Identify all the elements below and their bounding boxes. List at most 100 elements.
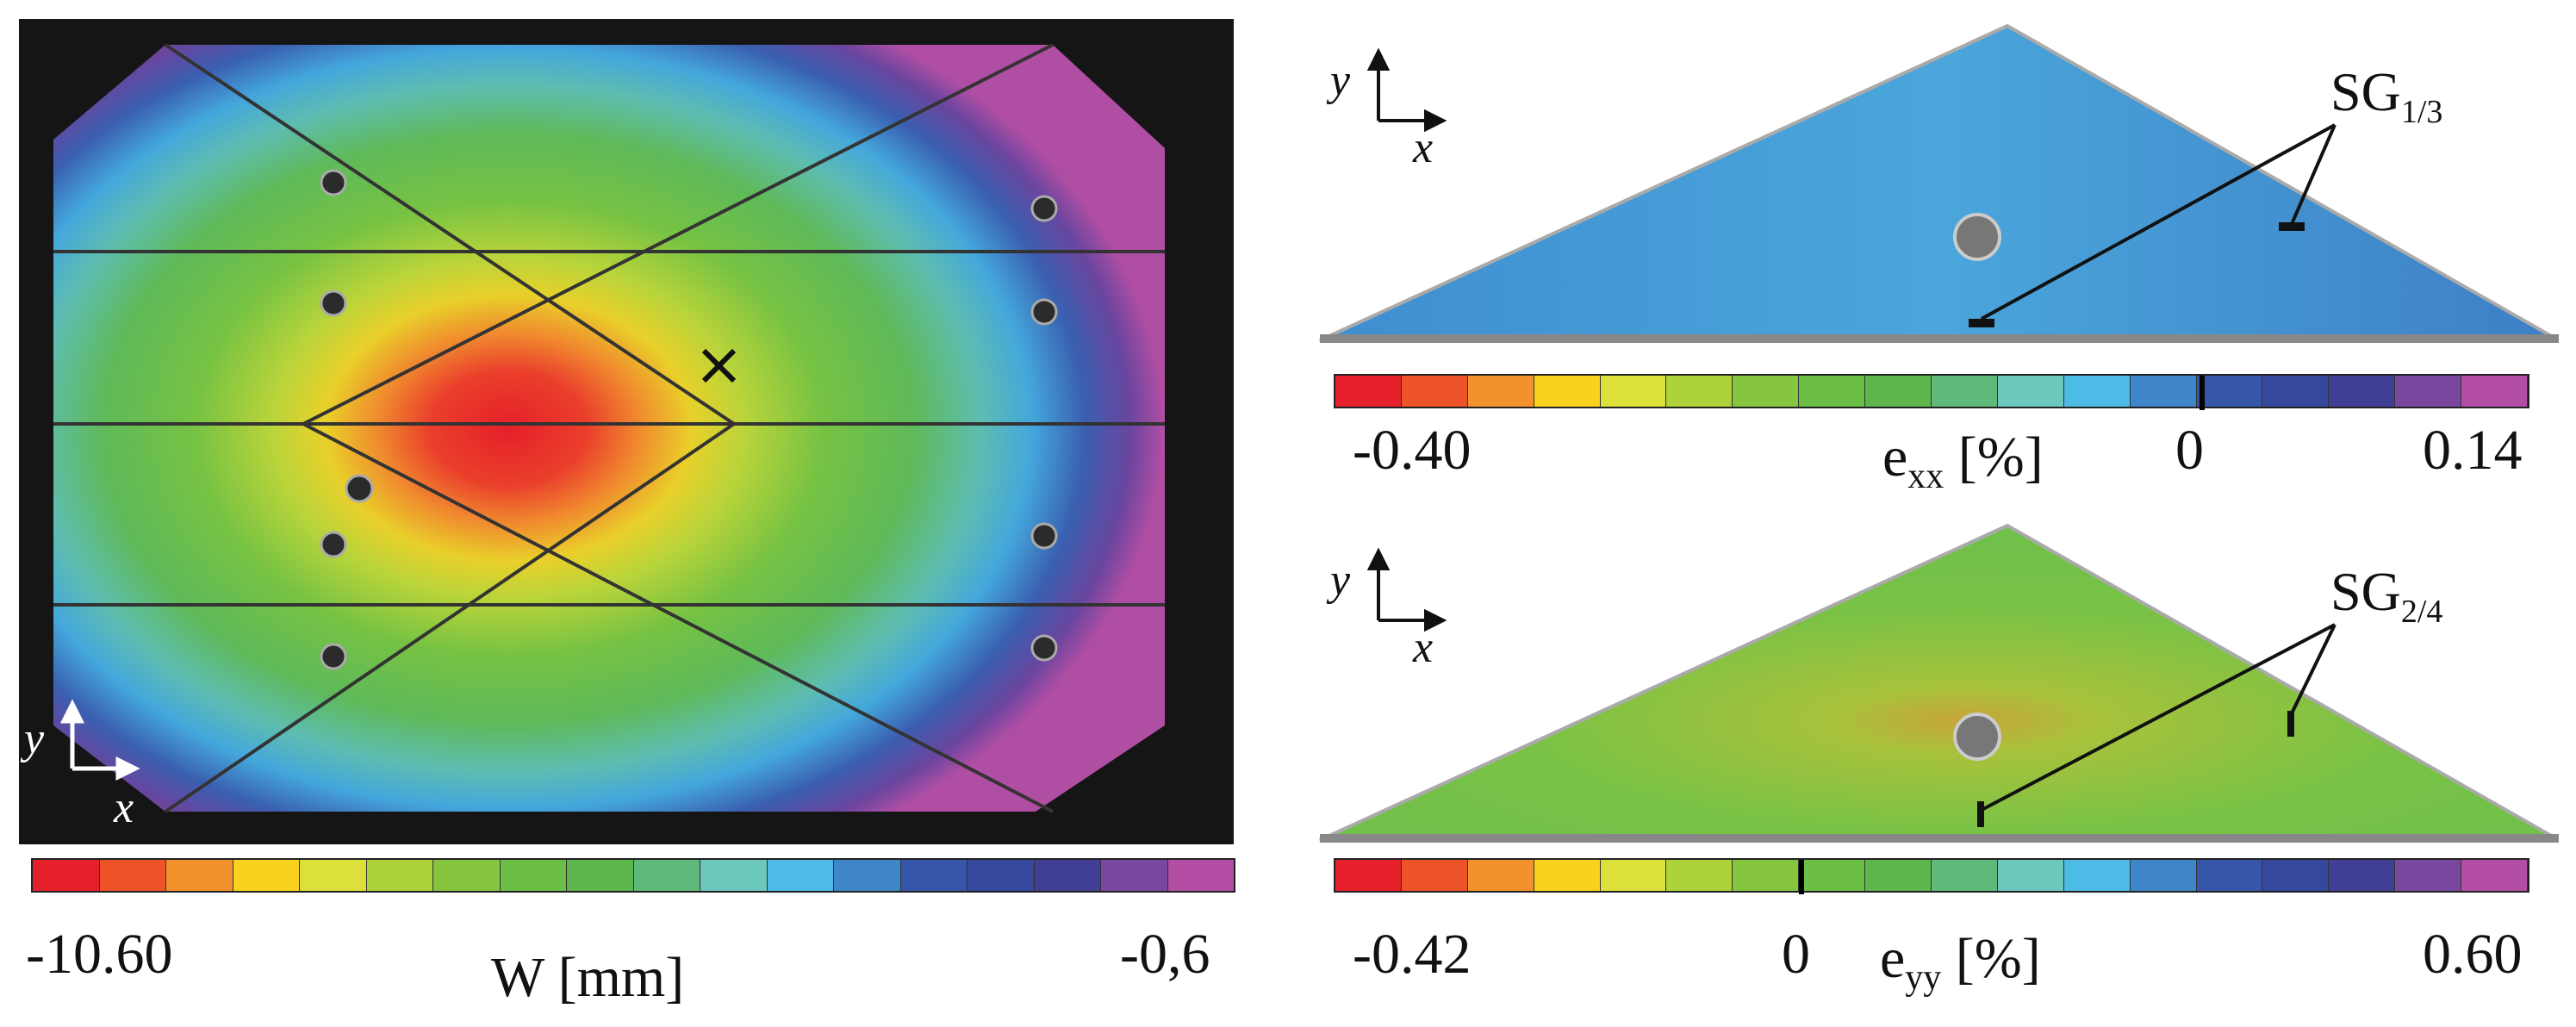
sg-label-xx: SG1/3 xyxy=(2330,61,2443,130)
sg-leader-lines-xx xyxy=(1981,123,2336,321)
axis-x-label-yy: x xyxy=(1413,623,1434,672)
bolt-hole-yy xyxy=(1953,713,2001,761)
colorbar-segment xyxy=(1335,376,1402,407)
colorbar-segment xyxy=(700,860,768,891)
strain-yy-colorbar-min: -0.42 xyxy=(1353,923,1472,986)
colorbar-segment xyxy=(1467,860,1534,891)
strain-yy-quantity-label: eyy [%] xyxy=(1880,927,2041,998)
colorbar-segment xyxy=(233,860,300,891)
colorbar-segment xyxy=(366,860,433,891)
colorbar-segment xyxy=(166,860,233,891)
colorbar-segment xyxy=(2262,376,2330,407)
colorbar-segment xyxy=(1167,860,1234,891)
deflection-quantity-label: W [mm] xyxy=(491,946,685,1009)
strain-xx-zero-tick xyxy=(2200,376,2205,410)
colorbar-segment xyxy=(1865,376,1932,407)
colorbar-segment xyxy=(968,860,1035,891)
strain-gauge-4-yy xyxy=(2287,711,2294,737)
colorbar-segment xyxy=(2063,860,2131,891)
strain-xx-quantity-label: exx [%] xyxy=(1882,426,2044,496)
deflection-colorbar-min: -10.60 xyxy=(26,923,173,986)
strain-gauge-3-xx xyxy=(2279,222,2305,231)
colorbar-segment xyxy=(300,860,367,891)
colorbar-segment xyxy=(1467,376,1534,407)
specimen-base-xx xyxy=(1320,334,2559,343)
colorbar-segment xyxy=(500,860,567,891)
deflection-contour-plate xyxy=(53,45,1165,812)
strain-gauge-2-yy xyxy=(1977,801,1984,827)
axis-triad-left xyxy=(59,699,140,781)
colorbar-segment xyxy=(1335,860,1402,891)
colorbar-segment xyxy=(433,860,501,891)
colorbar-segment xyxy=(1997,376,2064,407)
deflection-field-svg xyxy=(19,19,1234,844)
strain-yy-zero-tick xyxy=(1799,860,1804,894)
strain-yy-colorbar-mid: 0 xyxy=(1782,923,1810,986)
colorbar-segment xyxy=(1534,376,1601,407)
specimen-base-yy xyxy=(1320,834,2559,843)
colorbar-segment xyxy=(2395,376,2462,407)
strain-yy-svg xyxy=(1319,523,2559,843)
colorbar-segment xyxy=(1600,860,1667,891)
colorbar-segment xyxy=(1733,860,1800,891)
colorbar-segment xyxy=(1799,860,1866,891)
colorbar-segment xyxy=(1997,860,2064,891)
colorbar-segment xyxy=(1600,376,1667,407)
colorbar-segment xyxy=(33,860,100,891)
colorbar-segment xyxy=(1401,376,1468,407)
axis-triad-yy xyxy=(1366,547,1447,632)
axis-x-label-xx: x xyxy=(1413,123,1434,172)
colorbar-segment xyxy=(2196,860,2263,891)
colorbar-segment xyxy=(2329,376,2396,407)
strain-yy-panel: y x SG2/4 xyxy=(1318,517,2559,853)
colorbar-segment xyxy=(2461,376,2529,407)
colorbar-segment xyxy=(2262,860,2330,891)
axis-y-label-left: y xyxy=(24,714,45,763)
deflection-field-image: y x xyxy=(19,19,1234,844)
colorbar-segment xyxy=(99,860,166,891)
strain-yy-colorbar xyxy=(1334,858,2529,894)
strain-yy-colorbar-max: 0.60 xyxy=(2423,923,2523,986)
colorbar-segment xyxy=(1034,860,1101,891)
strain-xx-colorbar xyxy=(1334,374,2529,410)
colorbar-segment xyxy=(1101,860,1168,891)
colorbar-segment xyxy=(2329,860,2396,891)
strain-gauge-1-xx xyxy=(1969,319,1994,327)
bolt-hole-xx xyxy=(1953,213,2001,261)
colorbar-segment xyxy=(2395,860,2462,891)
colorbar-segment xyxy=(2130,860,2197,891)
colorbar-segment xyxy=(2461,860,2529,891)
colorbar-segment xyxy=(1666,860,1733,891)
colorbar-segment xyxy=(1932,376,1998,407)
sg-leader-lines-yy xyxy=(1981,623,2336,812)
colorbar-segment xyxy=(767,860,834,891)
max-deflection-marker xyxy=(701,348,737,383)
colorbar-segment xyxy=(1799,376,1866,407)
axis-x-label-left: x xyxy=(114,783,134,832)
colorbar-segment xyxy=(834,860,901,891)
fold-lines xyxy=(53,43,1165,813)
colorbar-segment xyxy=(567,860,634,891)
strain-xx-svg xyxy=(1319,23,2559,343)
colorbar-segment xyxy=(1401,860,1468,891)
colorbar-segment xyxy=(1733,376,1800,407)
sg-label-yy: SG2/4 xyxy=(2330,561,2443,630)
colorbar-segment xyxy=(900,860,968,891)
colorbar-segment xyxy=(633,860,700,891)
colorbar-segment xyxy=(1534,860,1601,891)
axis-y-label-yy: y xyxy=(1330,556,1351,605)
strain-xx-panel: y x SG1/3 xyxy=(1318,17,2559,353)
strain-xx-colorbar-min: -0.40 xyxy=(1353,419,1472,482)
deflection-colorbar xyxy=(31,858,1235,893)
strain-xx-colorbar-mid: 0 xyxy=(2175,419,2204,482)
colorbar-segment xyxy=(2196,376,2263,407)
axis-y-label-xx: y xyxy=(1330,56,1351,105)
strain-xx-colorbar-max: 0.14 xyxy=(2423,419,2523,482)
colorbar-segment xyxy=(1932,860,1998,891)
bolt-holes xyxy=(320,169,1058,670)
colorbar-segment xyxy=(2130,376,2197,407)
colorbar-segment xyxy=(1865,860,1932,891)
deflection-colorbar-max: -0,6 xyxy=(1120,923,1210,986)
colorbar-segment xyxy=(2063,376,2131,407)
axis-triad-xx xyxy=(1366,47,1447,133)
